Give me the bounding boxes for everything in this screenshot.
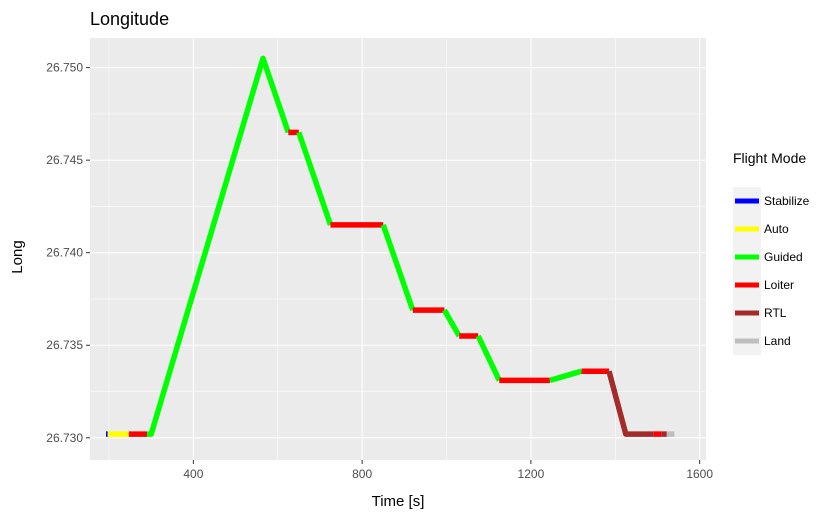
legend-label-rtl: RTL (764, 306, 787, 320)
legend-label-loiter: Loiter (764, 278, 794, 292)
y-tick-label: 26.750 (46, 61, 83, 75)
y-tick-label: 26.735 (46, 338, 83, 352)
x-tick-label: 800 (352, 467, 372, 481)
legend-title: Flight Mode (733, 150, 806, 166)
series-segment-guided (380, 223, 416, 312)
chart-title: Longitude (90, 9, 169, 29)
legend-label-auto: Auto (764, 222, 789, 236)
legend-label-land: Land (764, 334, 791, 348)
plot-panel (90, 38, 706, 460)
y-tick-label: 26.745 (46, 153, 83, 167)
series-segment-guided (296, 131, 334, 226)
x-tick-label: 400 (183, 467, 203, 481)
x-axis-title: Time [s] (372, 493, 425, 510)
y-tick-label: 26.740 (46, 246, 83, 260)
series-segment-guided (475, 334, 502, 382)
series-segment-rtl (606, 370, 654, 437)
series-segment-guided (442, 308, 462, 338)
series-layer (106, 55, 675, 437)
legend-label-stabilize: Stabilize (764, 194, 810, 208)
series-segment-guided (549, 368, 583, 384)
y-tick-label: 26.730 (46, 431, 83, 445)
legend-label-guided: Guided (764, 250, 803, 264)
y-axis-title: Long (9, 240, 26, 273)
legend: Flight Mode Stabilize Auto Guided Loiter RTL… (733, 150, 810, 355)
axis-ticks: 400 800 1200 1600 26.730 26.735 26.740 26.745 26… (46, 61, 713, 481)
x-tick-label: 1200 (518, 467, 545, 481)
series-segment-guided (147, 55, 291, 437)
x-tick-label: 1600 (686, 467, 713, 481)
legend-key-background (733, 187, 761, 355)
